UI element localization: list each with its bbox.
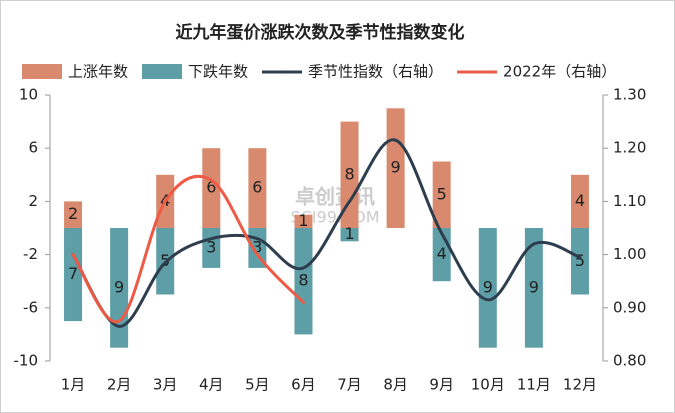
x-tick-label: 6月 xyxy=(291,376,316,394)
data-label: 9 xyxy=(483,277,493,296)
y2-tick-label: 1.00 xyxy=(613,245,646,263)
y-tick-label: -2 xyxy=(23,245,38,263)
x-tick-label: 9月 xyxy=(429,376,454,394)
x-tick-label: 8月 xyxy=(383,376,408,394)
data-label: 6 xyxy=(206,178,216,197)
line xyxy=(71,138,582,328)
line xyxy=(71,174,305,324)
bar xyxy=(432,161,451,228)
data-label: 4 xyxy=(575,191,585,210)
chart-title: 近九年蛋价涨跌次数及季节性指数变化 xyxy=(176,22,465,43)
data-label: 3 xyxy=(252,237,262,256)
data-label: 9 xyxy=(529,277,539,296)
x-tick-label: 4月 xyxy=(199,376,224,394)
x-tick-label: 7月 xyxy=(337,376,362,394)
data-label: 9 xyxy=(391,158,401,177)
data-label: 1 xyxy=(298,211,308,230)
legend-label: 上涨年数 xyxy=(68,63,128,81)
y2-tick-label: 1.20 xyxy=(613,139,646,157)
x-tick-label: 1月 xyxy=(61,376,86,394)
data-label: 3 xyxy=(206,237,216,256)
bar xyxy=(524,228,543,348)
bar xyxy=(248,148,267,228)
bar xyxy=(294,228,313,335)
bar xyxy=(64,201,83,228)
x-tick-label: 12月 xyxy=(563,376,597,394)
y-tick-label: 10 xyxy=(19,86,38,104)
data-label: 7 xyxy=(68,264,78,283)
bar xyxy=(294,214,313,228)
y2-tick-label: 1.10 xyxy=(613,192,646,210)
y2-tick-label: 1.30 xyxy=(613,86,646,104)
y2-tick-label: 0.80 xyxy=(613,352,646,370)
data-label: 5 xyxy=(160,251,170,270)
y-tick-label: 6 xyxy=(28,139,38,157)
legend-label: 2022年（右轴） xyxy=(503,63,616,81)
watermark: 卓创资讯 xyxy=(295,185,375,209)
x-tick-label: 2月 xyxy=(107,376,132,394)
data-label: 1 xyxy=(344,224,354,243)
bar xyxy=(570,174,589,228)
y-tick-label: -10 xyxy=(14,352,39,370)
data-label: 4 xyxy=(437,244,447,263)
data-label: 6 xyxy=(252,178,262,197)
bar xyxy=(340,228,359,242)
data-label: 8 xyxy=(298,271,308,290)
data-label: 5 xyxy=(437,184,447,203)
legend-label: 下跌年数 xyxy=(188,63,248,81)
y2-tick-label: 0.90 xyxy=(613,298,646,316)
legend-swatch xyxy=(22,64,62,79)
y-tick-label: 2 xyxy=(28,192,38,210)
bar xyxy=(478,228,497,348)
data-label: 9 xyxy=(114,277,124,296)
x-tick-label: 10月 xyxy=(471,376,505,394)
x-tick-label: 5月 xyxy=(245,376,270,394)
data-label: 8 xyxy=(344,164,354,183)
data-label: 2 xyxy=(68,204,78,223)
legend-label: 季节性指数（右轴） xyxy=(308,63,443,81)
bar xyxy=(386,108,405,228)
bar xyxy=(570,228,589,295)
bar xyxy=(64,228,83,322)
x-tick-label: 3月 xyxy=(153,376,178,394)
legend-swatch xyxy=(142,64,183,79)
bar xyxy=(340,121,359,228)
bar xyxy=(202,148,221,228)
y-tick-label: -6 xyxy=(23,298,38,316)
data-label: 5 xyxy=(575,251,585,270)
x-tick-label: 11月 xyxy=(517,376,551,394)
